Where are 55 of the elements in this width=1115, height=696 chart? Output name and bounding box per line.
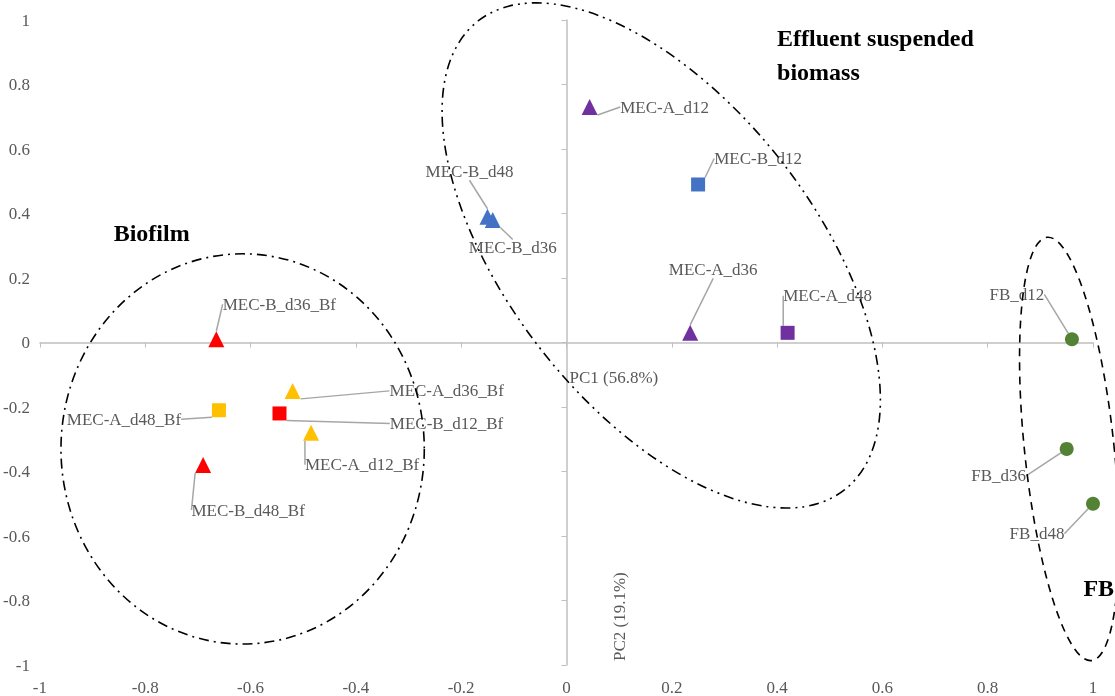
point (208, 331, 225, 348)
series-label: MEC-A_d48_Bf (66, 409, 182, 429)
text: FB_d36 (971, 466, 1027, 486)
point (1086, 496, 1100, 511)
y-tick-label: -0.8 (2, 591, 30, 610)
x-tick-label: 0.4 (766, 678, 789, 696)
x-tick-label: 0.8 (977, 678, 999, 696)
y-axis-title: PC2 (19.1%) (609, 572, 629, 662)
x-tick-label: -0.8 (131, 678, 159, 696)
y-tick-label: 0 (21, 333, 30, 352)
x-tick-label: 0 (562, 678, 571, 696)
point (211, 403, 226, 418)
x-tick-label: -0.4 (342, 678, 370, 696)
annotation: Effluent suspended biomass (777, 25, 980, 86)
x-tick-label: 0.2 (661, 678, 683, 696)
x-axis-title: PC1 (56.8%) (569, 368, 659, 388)
text: MEC-A_d36 (668, 260, 758, 280)
annotation: Biofilm (113, 219, 190, 246)
series-label: MEC-B_d36 (468, 238, 557, 258)
point (195, 457, 212, 474)
series-label: MEC-A_d48 (783, 286, 872, 306)
point (272, 406, 287, 421)
text: MEC-B_d12_Bf (389, 413, 504, 433)
series-label: MEC-B_d36_Bf (222, 294, 337, 314)
y-tick-label: 0.6 (8, 139, 30, 159)
y-tick-label: 0.8 (8, 75, 30, 94)
point (1064, 332, 1079, 347)
annotation: FB (1083, 574, 1115, 601)
point (780, 325, 795, 340)
series-label: MEC-A_d12_Bf (304, 455, 420, 475)
y-tick-label: -0.4 (2, 462, 31, 481)
point (581, 99, 598, 116)
point (1059, 441, 1074, 456)
text: MEC-A_d36_Bf (389, 381, 505, 401)
y-tick-label: 0.2 (8, 268, 30, 288)
y-tick-label: 0.4 (8, 204, 31, 223)
y-tick-label: 1 (21, 10, 30, 30)
text: MEC-B_d48 (425, 162, 514, 182)
x-tick-label: -0.2 (447, 678, 475, 696)
x-tick-label: -0.6 (237, 678, 264, 696)
x-tick-label: 1 (1088, 678, 1098, 696)
series-label: MEC-A_d12 (620, 97, 710, 117)
y-tick-label: -0.6 (2, 526, 30, 546)
x-tick-label: -1 (32, 678, 47, 696)
point (691, 177, 706, 192)
text: FB_d12 (989, 284, 1045, 304)
series-label: FB_d48 (1009, 524, 1065, 544)
y-tick-label: -1 (15, 655, 30, 675)
y-tick-label: -0.2 (2, 397, 30, 417)
point (682, 324, 699, 341)
x-tick-label: 0.6 (871, 678, 894, 696)
point (284, 382, 301, 399)
series-label: MEC-B_d12 (714, 148, 803, 168)
series-label: MEC-B_d48_Bf (191, 500, 306, 520)
point (303, 424, 320, 441)
